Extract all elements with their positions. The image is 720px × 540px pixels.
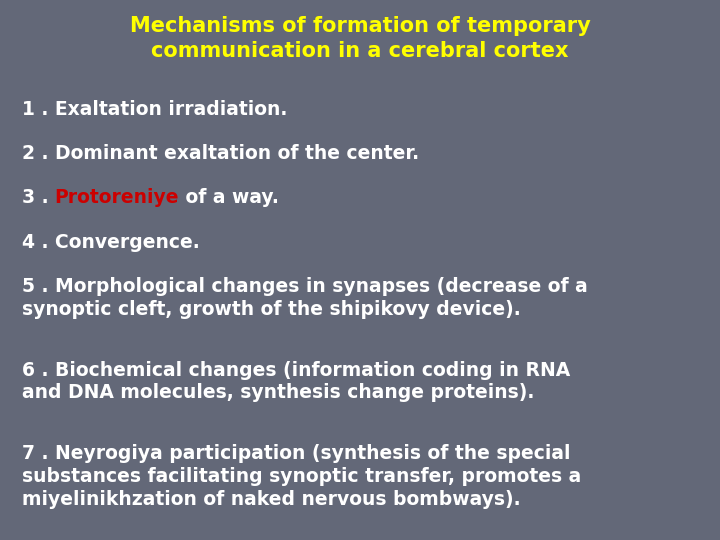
Text: of a way.: of a way.	[179, 188, 279, 207]
Text: Protoreniye: Protoreniye	[55, 188, 179, 207]
Text: 2 . Dominant exaltation of the center.: 2 . Dominant exaltation of the center.	[22, 144, 419, 163]
Text: Mechanisms of formation of temporary
communication in a cerebral cortex: Mechanisms of formation of temporary com…	[130, 16, 590, 61]
Text: 5 . Morphological changes in synapses (decrease of a
synoptic cleft, growth of t: 5 . Morphological changes in synapses (d…	[22, 277, 588, 319]
Text: 4 . Convergence.: 4 . Convergence.	[22, 233, 199, 252]
Text: 3 .: 3 .	[22, 188, 55, 207]
Text: 1 . Exaltation irradiation.: 1 . Exaltation irradiation.	[22, 100, 287, 119]
Text: 7 . Neyrogiya participation (synthesis of the special
substances facilitating sy: 7 . Neyrogiya participation (synthesis o…	[22, 444, 581, 509]
Text: 6 . Biochemical changes (information coding in RNA
and DNA molecules, synthesis : 6 . Biochemical changes (information cod…	[22, 361, 570, 402]
